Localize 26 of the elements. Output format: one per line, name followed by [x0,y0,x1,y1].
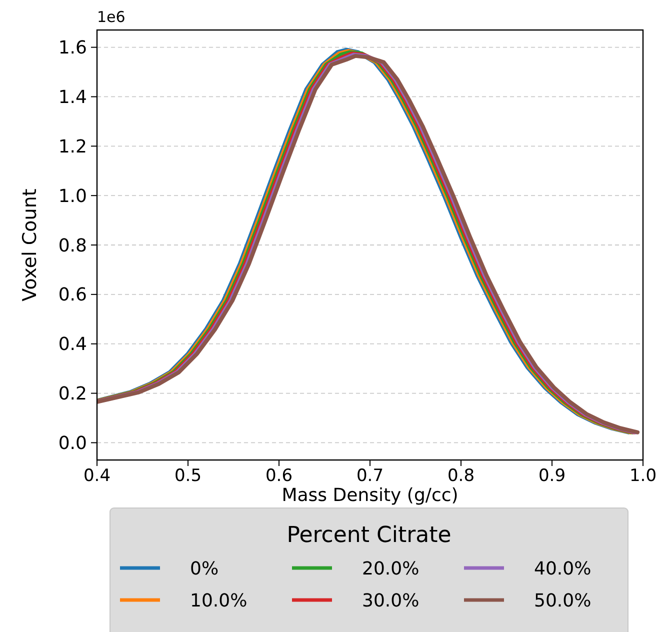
legend-label: 0% [190,558,219,580]
y-tick-label: 0.2 [58,384,87,405]
y-tick-label: 0.0 [58,433,87,454]
x-tick-label: 0.9 [538,466,566,486]
legend-label: 20.0% [362,558,420,580]
x-tick-label: 0.7 [356,466,384,486]
legend-label: 10.0% [190,590,248,612]
y-axis-title: Voxel Count [19,188,41,302]
y-tick-label: 0.6 [58,284,87,306]
y-tick-label: 0.4 [58,334,87,356]
y-tick-label: 1.6 [58,38,87,59]
x-tick-label: 0.8 [447,466,475,486]
x-tick-label: 0.6 [265,466,293,486]
y-tick-label: 1.2 [58,136,87,158]
legend-label: 30.0% [362,590,420,612]
y-tick-label: 1.4 [58,87,87,108]
y-tick-label: 0.8 [58,235,87,256]
x-tick-label: 0.4 [83,466,111,486]
legend-title: Percent Citrate [286,523,452,548]
y-tick-label: 1.0 [58,186,87,207]
x-tick-label: 0.5 [174,466,202,486]
x-axis-title: Mass Density (g/cc) [282,485,458,506]
text: 1e6 [97,8,126,26]
x-tick-label: 1.0 [629,466,657,486]
legend-label: 50.0% [534,590,592,612]
legend-label: 40.0% [534,558,592,580]
